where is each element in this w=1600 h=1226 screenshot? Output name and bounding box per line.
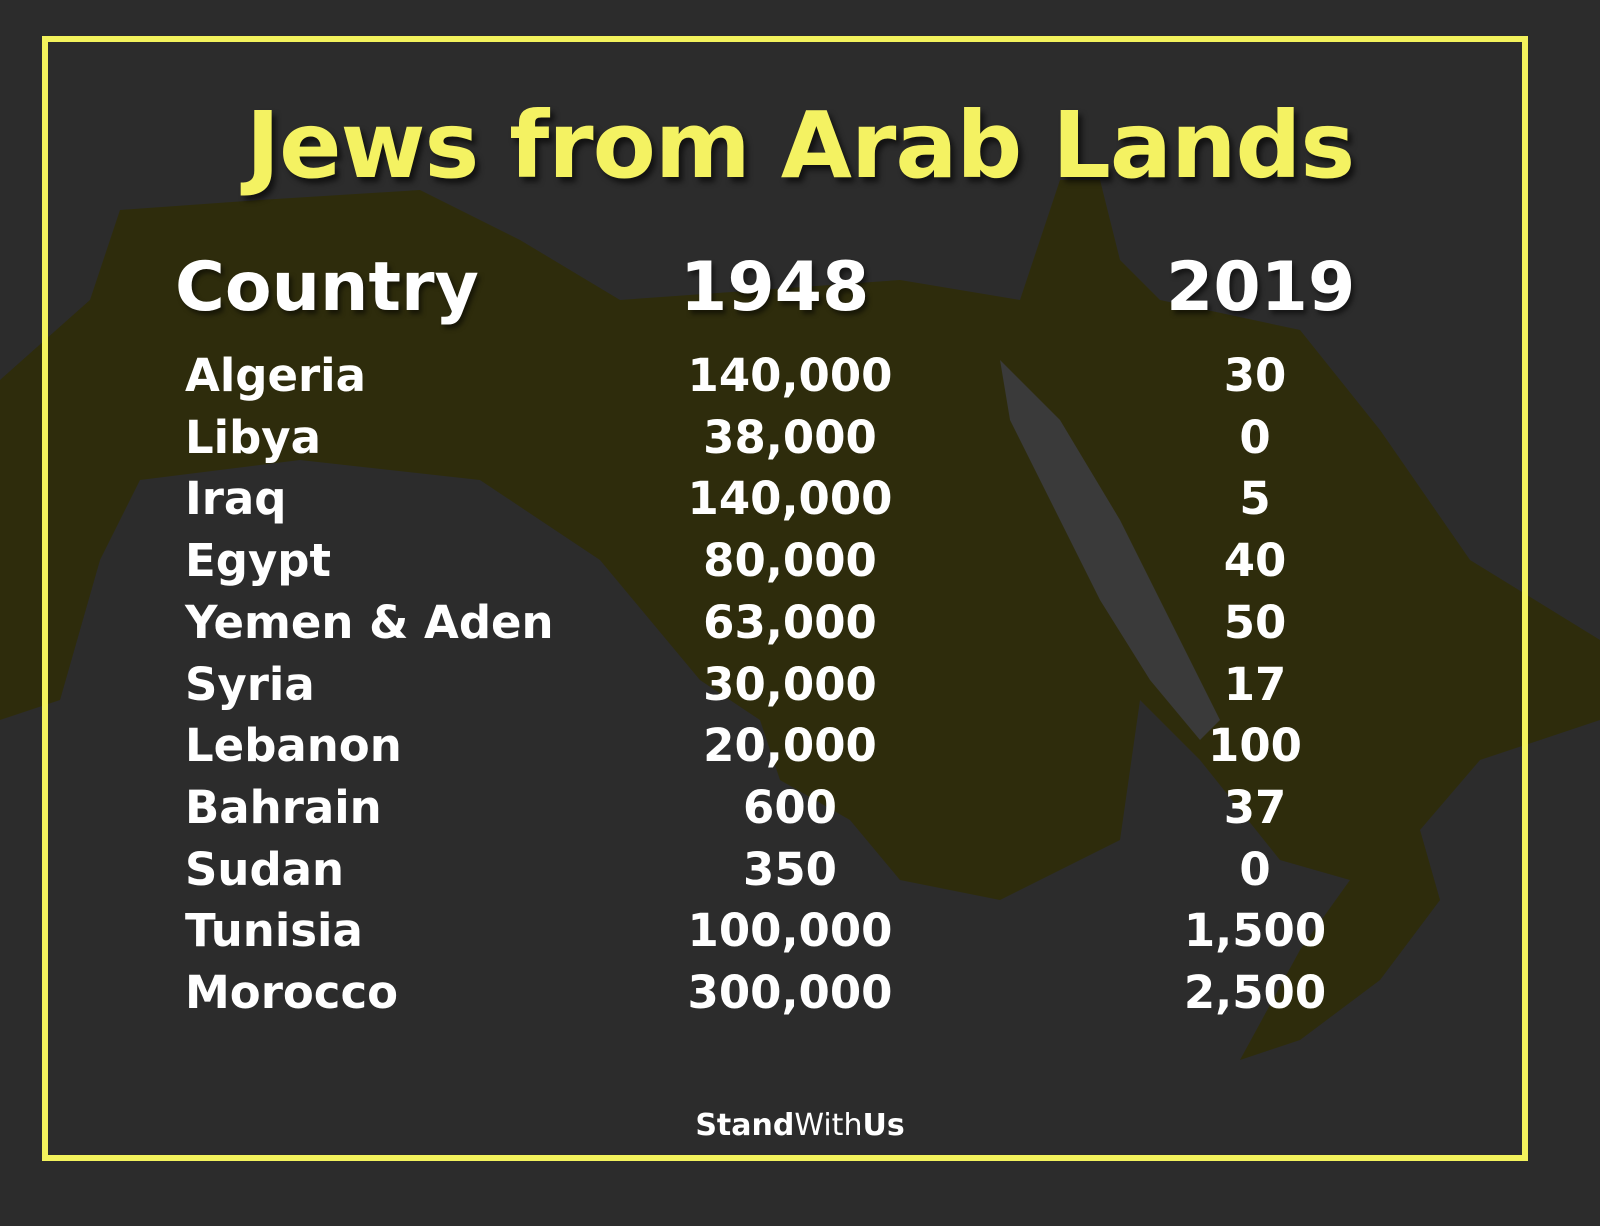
table-row: Libya 38,000 0: [0, 411, 1600, 471]
value-1948: 38,000: [703, 410, 877, 464]
country: Egypt: [185, 534, 332, 588]
value-2019: 40: [1223, 534, 1287, 588]
value-2019: 37: [1223, 780, 1287, 834]
table-row: Algeria 140,000 30: [0, 349, 1600, 409]
value-2019: 2,500: [1183, 966, 1327, 1019]
value-1948: 140,000: [687, 472, 893, 526]
value-1948: 63,000: [703, 595, 877, 649]
country: Libya: [185, 410, 322, 464]
page-title: Jews from Arab Lands: [245, 92, 1355, 199]
value-1948: 20,000: [703, 719, 877, 773]
table-row: Egypt 80,000 40: [0, 534, 1600, 594]
country: Bahrain: [185, 780, 382, 834]
header-2019: 2019: [1166, 248, 1356, 327]
country: Morocco: [185, 966, 399, 1019]
value-2019: 0: [1239, 410, 1271, 464]
header-1948: 1948: [680, 248, 870, 327]
table-row: Yemen & Aden 63,000 50: [0, 596, 1600, 656]
arab-region-shape: [0, 180, 1600, 1060]
value-2019: 5: [1239, 472, 1271, 526]
yellow-frame: [42, 36, 1528, 1161]
table-row: Tunisia 100,000 1,500: [0, 904, 1600, 964]
value-1948: 300,000: [687, 966, 893, 1019]
value-1948: 140,000: [687, 349, 893, 402]
standwithus-logo: StandWithUs: [695, 1108, 905, 1143]
table-row: Lebanon 20,000 100: [0, 719, 1600, 779]
country: Syria: [185, 657, 315, 711]
value-2019: 100: [1208, 719, 1302, 773]
table-row: Bahrain 600 37: [0, 781, 1600, 841]
value-2019: 0: [1239, 842, 1271, 896]
value-1948: 600: [743, 780, 837, 834]
table-row: Iraq 140,000 5: [0, 472, 1600, 532]
table-row: Morocco 300,000 2,500: [0, 966, 1600, 1026]
red-sea: [1000, 360, 1220, 740]
country: Algeria: [185, 349, 366, 402]
table-row: Syria 30,000 17: [0, 658, 1600, 718]
country: Lebanon: [185, 719, 402, 773]
value-1948: 100,000: [687, 904, 893, 958]
country: Tunisia: [185, 904, 363, 958]
value-2019: 30: [1223, 349, 1287, 402]
country: Yemen & Aden: [185, 595, 554, 649]
value-1948: 30,000: [703, 657, 877, 711]
table-row: Sudan 350 0: [0, 843, 1600, 903]
value-1948: 350: [743, 842, 837, 896]
value-2019: 50: [1223, 595, 1287, 649]
value-1948: 80,000: [703, 534, 877, 588]
value-2019: 17: [1223, 657, 1287, 711]
country: Iraq: [185, 472, 287, 526]
country: Sudan: [185, 842, 345, 896]
header-country: Country: [175, 248, 479, 327]
value-2019: 1,500: [1183, 904, 1327, 958]
